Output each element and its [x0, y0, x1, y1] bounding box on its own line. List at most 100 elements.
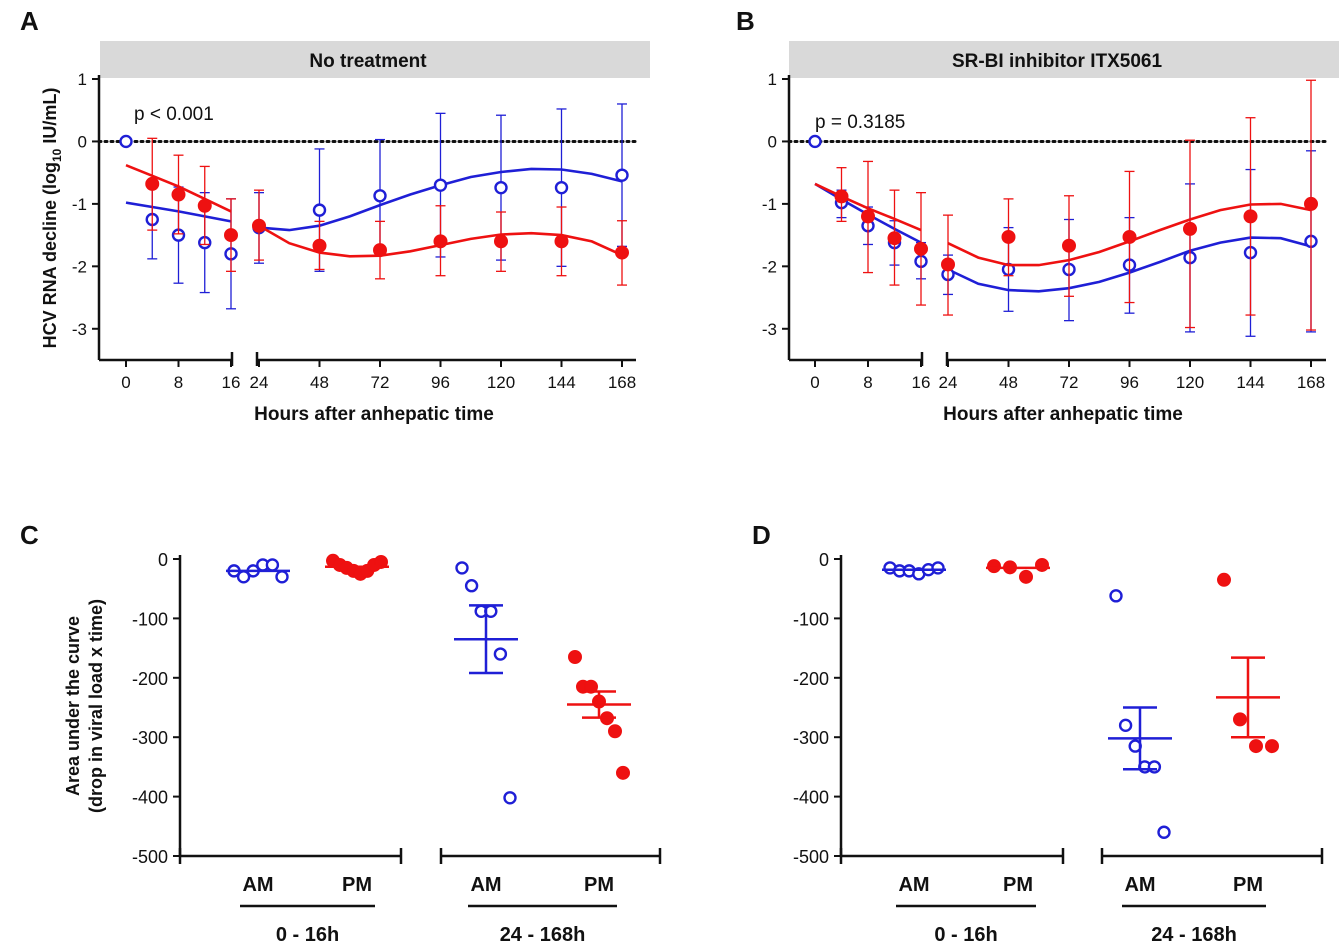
- y-tick-label: 0: [158, 550, 168, 570]
- group-label: 0 - 16h: [276, 924, 339, 944]
- category-label-am: AM: [1124, 874, 1155, 896]
- y-tick-label: 0: [768, 132, 777, 151]
- pm-data-point: [373, 243, 387, 258]
- panel-c-ylabel-line2: (drop in viral load x time): [86, 599, 106, 813]
- y-tick-label: -400: [132, 788, 168, 808]
- y-tick-label: -100: [132, 609, 168, 629]
- category-label-am: AM: [470, 874, 501, 896]
- panel-a-plot: 1 0 -1 -2 -3 0 8 16 24 48 72 96 120 144 168: [72, 70, 638, 392]
- x-tick-label: 0: [810, 373, 819, 392]
- pm-data-point: [887, 231, 902, 246]
- x-tick-label: 8: [174, 373, 183, 392]
- am-data-point: [455, 561, 469, 575]
- am-data-point: [494, 180, 508, 195]
- x-tick-label: 72: [1060, 373, 1079, 392]
- pm-data-point: [197, 198, 212, 213]
- x-tick-label: 8: [863, 373, 872, 392]
- panel-a-ylabel: HCV RNA decline (log10 IU/mL): [40, 88, 64, 349]
- x-tick-label: 120: [487, 373, 515, 392]
- pm-data-point: [834, 189, 849, 204]
- pm-data-point: [1304, 196, 1318, 211]
- y-tick-label: -3: [762, 320, 777, 339]
- x-tick-label: 144: [1236, 373, 1264, 392]
- pm-data-point: [374, 554, 388, 569]
- y-tick-label: -200: [793, 669, 829, 689]
- y-tick-label: -3: [72, 320, 87, 339]
- pm-data-point: [1001, 229, 1016, 244]
- pm-data-point: [584, 679, 598, 694]
- panel-b-header: [789, 41, 1339, 78]
- pm-data-point: [1062, 238, 1076, 253]
- x-tick-label: 168: [1297, 373, 1325, 392]
- y-tick-label: 1: [78, 70, 87, 89]
- x-tick-label: 144: [547, 373, 575, 392]
- am-data-point: [433, 178, 448, 192]
- group-label: 24 - 168h: [500, 924, 586, 944]
- panel-a-pvalue: p < 0.001: [134, 104, 214, 125]
- y-tick-label: -300: [132, 728, 168, 748]
- x-tick-label: 48: [999, 373, 1018, 392]
- y-tick-label: -500: [793, 847, 829, 867]
- am-data-point: [312, 203, 327, 217]
- y-tick-label: 0: [78, 132, 87, 151]
- am-data-point: [1109, 589, 1123, 603]
- pm-data-point: [224, 228, 238, 243]
- am-data-point: [615, 168, 629, 182]
- x-tick-label: 168: [608, 373, 636, 392]
- pm-data-point: [568, 650, 582, 665]
- panel-label-a: A: [20, 6, 39, 36]
- category-label-am: AM: [898, 874, 929, 896]
- am-data-point: [464, 579, 479, 593]
- pm-data-point: [1217, 572, 1231, 587]
- category-label-am: AM: [242, 874, 273, 896]
- am-data-point: [554, 180, 569, 195]
- pm-data-point: [616, 765, 630, 780]
- x-tick-label: 48: [310, 373, 329, 392]
- category-label-pm: PM: [1233, 874, 1263, 896]
- panel-d-plot: 0 -100 -200 -300 -400 -500 AM PM 0 - 16h AM PM 24 -…: [793, 550, 1324, 944]
- panel-b-pvalue: p = 0.3185: [815, 112, 905, 133]
- pm-data-point: [145, 176, 160, 191]
- pm-data-point: [1233, 712, 1247, 727]
- panel-label-c: C: [20, 520, 39, 550]
- group-label: 0 - 16h: [934, 924, 997, 944]
- am-data-point: [373, 189, 387, 203]
- am-data-point: [265, 558, 280, 572]
- y-tick-label: -400: [793, 788, 829, 808]
- pm-data-point: [1249, 739, 1263, 754]
- panel-label-d: D: [752, 520, 771, 550]
- pm-data-point: [1265, 739, 1279, 754]
- panel-b-plot: 1 0 -1 -2 -3 0 8 16 24 48 72 96 120 144 168: [762, 70, 1328, 392]
- pm-data-point: [941, 257, 955, 272]
- x-tick-label: 96: [1120, 373, 1139, 392]
- y-tick-label: -1: [762, 195, 777, 214]
- x-tick-label: 0: [121, 373, 130, 392]
- y-tick-label: -500: [132, 847, 168, 867]
- pm-data-point: [861, 209, 875, 224]
- am-data-point: [931, 561, 945, 575]
- panel-a-header: [100, 41, 650, 78]
- pm-data-point: [1035, 557, 1049, 572]
- am-data-point: [1147, 760, 1162, 774]
- x-tick-label: 24: [939, 373, 958, 392]
- x-tick-label: 72: [371, 373, 390, 392]
- x-tick-label: 96: [431, 373, 450, 392]
- y-tick-label: -200: [132, 669, 168, 689]
- x-tick-label: 24: [250, 373, 269, 392]
- am-data-point: [503, 791, 517, 805]
- pm-data-point: [554, 234, 569, 249]
- am-data-point: [119, 134, 133, 149]
- pm-data-point: [1019, 569, 1033, 584]
- pm-data-point: [914, 241, 928, 256]
- y-tick-label: 0: [819, 550, 829, 570]
- pm-data-point: [171, 187, 186, 202]
- pm-data-point: [312, 238, 327, 253]
- x-tick-label: 16: [222, 373, 241, 392]
- panel-b-xlabel: Hours after anhepatic time: [943, 404, 1183, 425]
- x-tick-label: 16: [912, 373, 931, 392]
- y-tick-label: -2: [72, 257, 87, 276]
- panel-a-title: No treatment: [309, 51, 427, 72]
- pm-data-point: [1183, 221, 1197, 236]
- am-data-point: [1118, 718, 1133, 733]
